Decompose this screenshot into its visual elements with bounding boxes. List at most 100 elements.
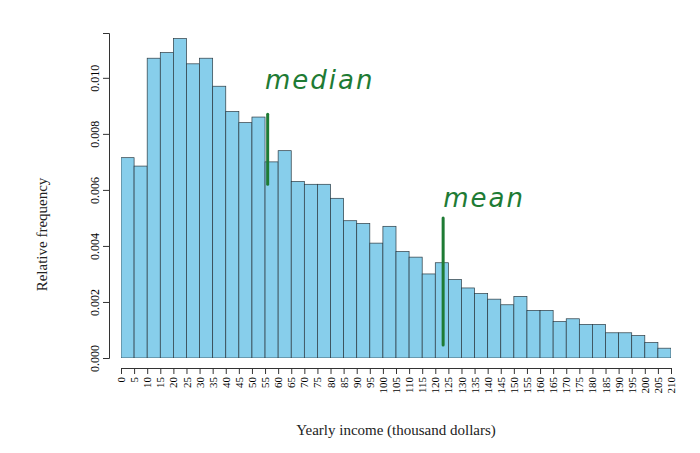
bar: [331, 198, 344, 358]
y-tick: 0.010: [88, 65, 109, 92]
x-tick-label: 135: [469, 377, 481, 394]
y-tick-label: 0.008: [88, 121, 102, 148]
x-tick-label: 105: [390, 377, 402, 394]
x-tick-mark: [265, 368, 266, 374]
x-tick: 15: [154, 368, 166, 388]
x-tick-label: 190: [613, 377, 625, 394]
x-tick-label: 80: [325, 377, 337, 389]
x-tick-label: 50: [246, 377, 258, 389]
y-tick-label: 0.004: [88, 233, 102, 260]
x-tick-mark: [592, 368, 593, 374]
x-tick: 140: [482, 368, 494, 394]
x-tick-label: 40: [220, 377, 232, 389]
x-tick-mark: [579, 368, 580, 374]
x-tick-mark: [304, 368, 305, 374]
x-tick: 120: [429, 368, 441, 394]
y-tick: 0.002: [88, 289, 109, 316]
bar: [527, 310, 540, 358]
bar: [409, 257, 422, 358]
x-tick-mark: [173, 368, 174, 374]
x-tick-mark: [134, 368, 135, 374]
x-tick-mark: [475, 368, 476, 374]
x-tick-label: 15: [154, 377, 166, 389]
plot-area: 0510152025303540455055606570758085909510…: [88, 34, 677, 394]
y-tick-label: 0.006: [88, 177, 102, 204]
y-tick-mark: [103, 134, 109, 135]
x-tick-mark: [252, 368, 253, 374]
x-tick-label: 75: [311, 377, 323, 389]
bar: [291, 181, 304, 358]
bar: [213, 86, 226, 358]
x-tick: 30: [194, 368, 206, 388]
bar: [121, 158, 134, 358]
x-tick-mark: [632, 368, 633, 374]
x-tick-label: 110: [403, 377, 415, 394]
x-tick-mark: [514, 368, 515, 374]
x-tick-mark: [291, 368, 292, 374]
x-tick-mark: [186, 368, 187, 374]
annotation-text: median: [265, 65, 374, 95]
x-tick: 40: [220, 368, 232, 388]
x-tick-label: 65: [285, 377, 297, 389]
x-tick: 0: [115, 368, 127, 383]
x-tick: 100: [377, 368, 389, 394]
bar: [134, 166, 147, 358]
x-tick: 90: [351, 368, 363, 388]
x-tick: 20: [167, 368, 179, 388]
x-tick-mark: [370, 368, 371, 374]
bar: [540, 310, 553, 358]
y-tick-label: 0.002: [88, 289, 102, 316]
x-tick-mark: [121, 368, 122, 374]
x-tick: 190: [613, 368, 625, 394]
x-tick-label: 90: [351, 377, 363, 389]
bar: [632, 336, 645, 358]
bar: [461, 288, 474, 358]
x-tick-label: 185: [600, 377, 612, 394]
bar: [448, 280, 461, 358]
bar: [422, 274, 435, 358]
bar: [147, 58, 160, 358]
bar: [160, 53, 173, 358]
x-axis-title: Yearly income (thousand dollars): [296, 422, 496, 439]
y-axis-line: [103, 34, 110, 359]
bar: [475, 294, 488, 358]
bar: [553, 322, 566, 358]
x-tick: 175: [573, 368, 585, 394]
bar: [317, 184, 330, 358]
x-tick: 155: [521, 368, 533, 394]
bar: [579, 324, 592, 358]
x-tick-mark: [566, 368, 567, 374]
x-tick-mark: [200, 368, 201, 374]
x-tick: 180: [586, 368, 598, 394]
x-axis-line: [122, 369, 672, 375]
y-tick-mark: [103, 246, 109, 247]
x-tick-label: 165: [547, 377, 559, 394]
x-tick-label: 125: [442, 377, 454, 394]
x-tick-mark: [448, 368, 449, 374]
x-axis: 0510152025303540455055606570758085909510…: [115, 368, 677, 394]
bar: [304, 184, 317, 358]
x-tick: 115: [416, 368, 428, 393]
x-tick-mark: [317, 368, 318, 374]
annotations: median mean: [265, 65, 525, 345]
x-tick: 205: [652, 368, 664, 394]
x-tick-label: 10: [141, 377, 153, 389]
x-tick-mark: [527, 368, 528, 374]
bar: [396, 252, 409, 358]
x-tick-mark: [645, 368, 646, 374]
y-tick-mark: [103, 78, 109, 79]
bar: [173, 39, 186, 358]
y-tick: 0.008: [88, 121, 109, 148]
bar: [357, 224, 370, 358]
bar: [344, 221, 357, 358]
bar: [370, 243, 383, 358]
annotation-text: mean: [443, 183, 525, 213]
bar: [200, 58, 213, 358]
x-tick: 135: [469, 368, 481, 394]
y-tick: 0.006: [88, 177, 109, 204]
x-tick-label: 60: [272, 377, 284, 389]
x-tick-mark: [553, 368, 554, 374]
x-tick-label: 140: [482, 377, 494, 394]
x-tick-mark: [344, 368, 345, 374]
x-tick-label: 180: [586, 377, 598, 394]
